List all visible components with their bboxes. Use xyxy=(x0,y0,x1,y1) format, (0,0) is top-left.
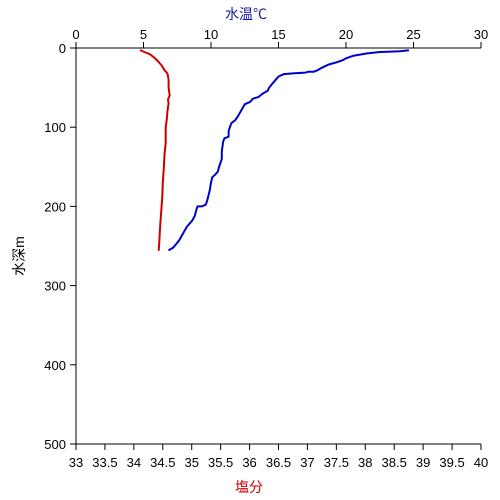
bottom-tick-label: 34 xyxy=(127,455,141,470)
y-tick-label: 0 xyxy=(59,41,66,56)
top-axis-title: 水温℃ xyxy=(225,6,267,22)
bottom-tick-label: 38.5 xyxy=(382,455,407,470)
top-tick-label: 30 xyxy=(474,27,488,42)
bottom-axis-title: 塩分 xyxy=(235,479,263,495)
y-axis-title: 水深m xyxy=(11,236,27,276)
temperature-profile-line xyxy=(168,49,410,251)
bottom-tick-label: 35 xyxy=(184,455,198,470)
bottom-tick-label: 36 xyxy=(242,455,256,470)
bottom-tick-label: 36.5 xyxy=(266,455,291,470)
bottom-tick-label: 35.5 xyxy=(208,455,233,470)
y-tick-label: 200 xyxy=(44,199,66,214)
bottom-tick-label: 37 xyxy=(300,455,314,470)
y-tick-label: 500 xyxy=(44,437,66,452)
bottom-tick-label: 34.5 xyxy=(150,455,175,470)
top-tick-label: 0 xyxy=(72,27,79,42)
bottom-tick-label: 38 xyxy=(358,455,372,470)
top-tick-label: 10 xyxy=(204,27,218,42)
y-tick-label: 400 xyxy=(44,358,66,373)
salinity-profile-line xyxy=(139,49,171,251)
bottom-tick-label: 33 xyxy=(69,455,83,470)
top-tick-label: 15 xyxy=(271,27,285,42)
top-tick-label: 25 xyxy=(406,27,420,42)
bottom-tick-label: 39.5 xyxy=(439,455,464,470)
top-tick-label: 5 xyxy=(140,27,147,42)
bottom-tick-label: 37.5 xyxy=(324,455,349,470)
y-tick-label: 300 xyxy=(44,279,66,294)
bottom-tick-label: 33.5 xyxy=(92,455,117,470)
top-tick-label: 20 xyxy=(339,27,353,42)
bottom-tick-label: 40 xyxy=(474,455,488,470)
bottom-tick-label: 39 xyxy=(416,455,430,470)
y-tick-label: 100 xyxy=(44,120,66,135)
